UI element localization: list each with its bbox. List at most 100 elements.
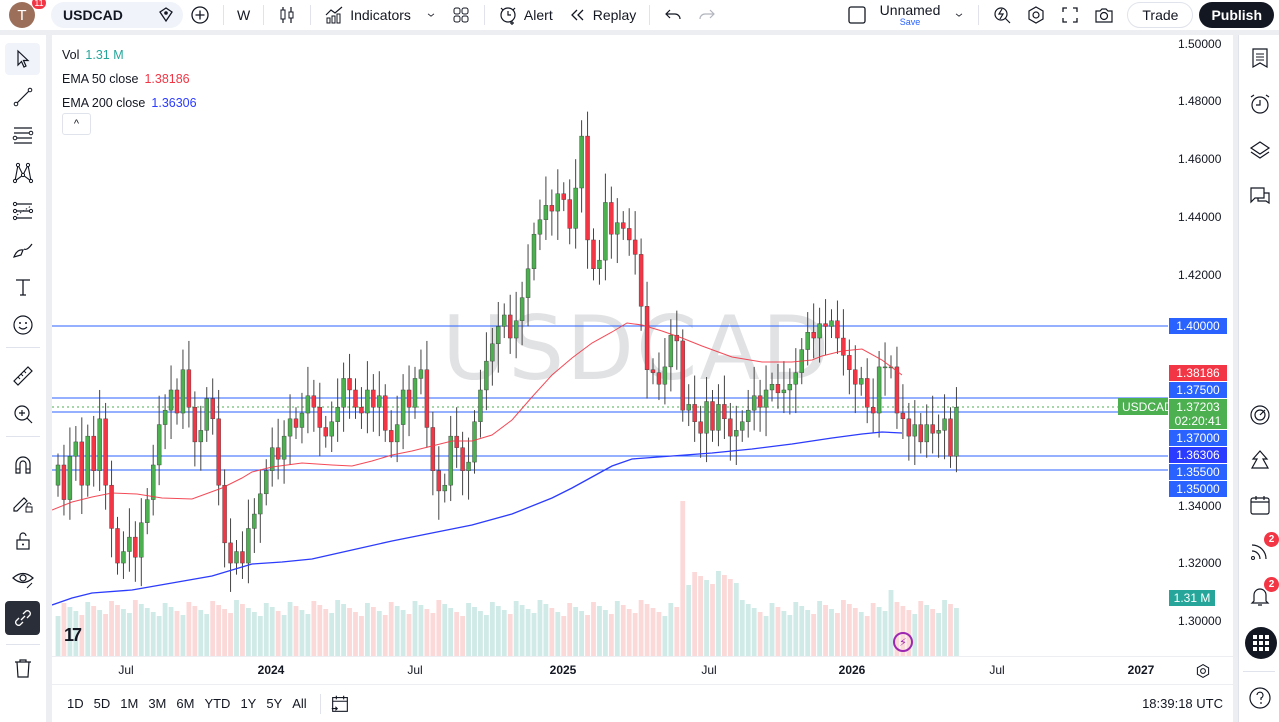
range-3m[interactable]: 3M	[148, 696, 167, 711]
diamond-icon[interactable]	[157, 6, 175, 24]
range-all[interactable]: All	[292, 696, 307, 711]
hide-tool[interactable]	[5, 563, 40, 595]
chart-type-button[interactable]	[270, 0, 304, 30]
time-axis[interactable]: Jul 2024 Jul 2025 Jul 2026 Jul 2027	[52, 656, 1233, 684]
replay-button[interactable]: Replay	[560, 0, 644, 30]
legend-volume[interactable]: Vol 1.31 M	[62, 43, 197, 67]
user-avatar[interactable]: T 11	[9, 0, 47, 28]
add-symbol-button[interactable]	[183, 0, 217, 30]
magnet-tool[interactable]	[5, 449, 40, 481]
snapshot-button[interactable]	[1087, 0, 1121, 30]
fullscreen-icon	[1062, 7, 1079, 23]
ideas-stream-button[interactable]: 2	[1247, 532, 1279, 564]
calendar-button[interactable]	[1247, 492, 1273, 518]
chart-pane[interactable]: USDCAD Vol 1.31 M EMA 50 close 1.38186 EMA…	[52, 35, 1168, 656]
collapse-legend-button[interactable]: ^	[62, 113, 91, 135]
object-tree-button[interactable]	[1247, 137, 1273, 163]
lock-all-tool[interactable]	[5, 525, 40, 557]
brush-icon	[12, 243, 32, 258]
cursor-arrow-icon	[16, 49, 30, 68]
axis-settings-icon[interactable]	[1195, 663, 1211, 679]
parallel-lines-icon	[12, 127, 33, 144]
layout-checkbox[interactable]	[840, 0, 874, 30]
camera-icon	[1095, 8, 1113, 23]
layout-dropdown[interactable]	[946, 0, 972, 30]
range-1y[interactable]: 1Y	[240, 696, 257, 711]
range-ytd[interactable]: YTD	[204, 696, 231, 711]
save-link[interactable]: Save	[899, 17, 921, 27]
settings-button[interactable]	[1019, 0, 1053, 30]
mountains-icon	[1250, 450, 1270, 469]
publish-button[interactable]: Publish	[1199, 2, 1274, 28]
text-tool[interactable]	[5, 271, 40, 303]
quick-search-button[interactable]	[985, 0, 1019, 30]
zoom-in-tool[interactable]	[5, 398, 40, 430]
range-5y[interactable]: 5Y	[266, 696, 283, 711]
alert-button[interactable]: Alert	[491, 0, 560, 30]
lightning-icon[interactable]: ⚡	[893, 632, 913, 652]
vol-value: 1.31 M	[85, 48, 124, 62]
ema50-label: EMA 50 close	[62, 72, 139, 86]
current-price: 1.37203	[1176, 400, 1220, 414]
products-menu-button[interactable]	[1245, 627, 1277, 659]
lock-drawing-tool[interactable]	[5, 487, 40, 519]
price-chart[interactable]	[52, 35, 1168, 656]
xabcd-pattern-icon	[12, 162, 33, 184]
symbol-watermark: USDCAD	[442, 297, 832, 400]
cursor-tool[interactable]	[5, 43, 40, 75]
undo-button[interactable]	[656, 0, 690, 30]
indicators-dropdown[interactable]	[418, 0, 444, 30]
redo-button[interactable]	[690, 0, 724, 30]
alarm-clock-icon	[1250, 94, 1270, 114]
ema50-price-label: 1.38186	[1169, 365, 1227, 381]
layouts-button[interactable]	[444, 0, 478, 30]
pine-editor-button[interactable]	[1247, 447, 1273, 473]
fullscreen-button[interactable]	[1053, 0, 1087, 30]
price-tick: 1.30000	[1178, 614, 1222, 628]
fib-tool[interactable]	[5, 195, 40, 227]
layout-name-button[interactable]: Unnamed Save	[880, 3, 941, 27]
hline-label-1.40: 1.40000	[1169, 318, 1227, 334]
range-5d[interactable]: 5D	[93, 696, 111, 711]
vol-label: Vol	[62, 48, 80, 62]
hline-label-1.375: 1.37500	[1169, 382, 1227, 398]
goto-date-icon[interactable]	[329, 693, 351, 715]
notifications-button[interactable]: 2	[1247, 577, 1279, 609]
indicators-button[interactable]: Indicators	[317, 0, 418, 30]
trade-button[interactable]: Trade	[1127, 2, 1194, 28]
utc-clock[interactable]: 18:39:18 UTC	[1142, 696, 1223, 711]
time-tick: Jul	[701, 663, 717, 677]
text-icon	[15, 279, 30, 296]
signal-stream-icon	[1251, 544, 1267, 560]
help-button[interactable]	[1247, 685, 1273, 711]
square-icon	[848, 6, 866, 24]
notifications-badge: 2	[1264, 577, 1279, 592]
remove-drawings-tool[interactable]	[5, 652, 40, 684]
pattern-tool[interactable]	[5, 157, 40, 189]
time-tick: 2024	[257, 663, 285, 677]
alarm-clock-plus-icon	[500, 7, 516, 25]
emoji-tool[interactable]	[5, 309, 40, 341]
volume-bars	[55, 501, 959, 656]
screener-button[interactable]	[1247, 402, 1273, 428]
brush-tool[interactable]	[5, 233, 40, 265]
horizontal-lines-tool[interactable]	[5, 119, 40, 151]
range-1m[interactable]: 1M	[120, 696, 139, 711]
watchlist-button[interactable]	[1247, 45, 1273, 71]
range-6m[interactable]: 6M	[176, 696, 195, 711]
chats-button[interactable]	[1247, 183, 1273, 209]
link-icon	[14, 610, 31, 626]
trend-line-tool[interactable]	[5, 81, 40, 113]
measure-tool[interactable]	[5, 360, 40, 392]
sync-drawings-tool[interactable]	[5, 601, 40, 635]
legend-ema50[interactable]: EMA 50 close 1.38186	[62, 67, 197, 91]
price-axis[interactable]: 1.30000 1.32000 1.34000 1.42000 1.44000 1.460…	[1168, 35, 1233, 656]
symbol-search[interactable]: USDCAD	[51, 2, 183, 28]
range-1d[interactable]: 1D	[67, 696, 84, 711]
tradingview-logo[interactable]: 17	[64, 625, 82, 645]
top-toolbar: T 11 USDCAD W Indicators Alert Replay	[0, 0, 1279, 30]
interval-button[interactable]: W	[230, 0, 257, 30]
alerts-panel-button[interactable]	[1247, 91, 1273, 117]
layout-name: Unnamed	[879, 2, 941, 18]
legend-ema200[interactable]: EMA 200 close 1.36306	[62, 91, 197, 115]
